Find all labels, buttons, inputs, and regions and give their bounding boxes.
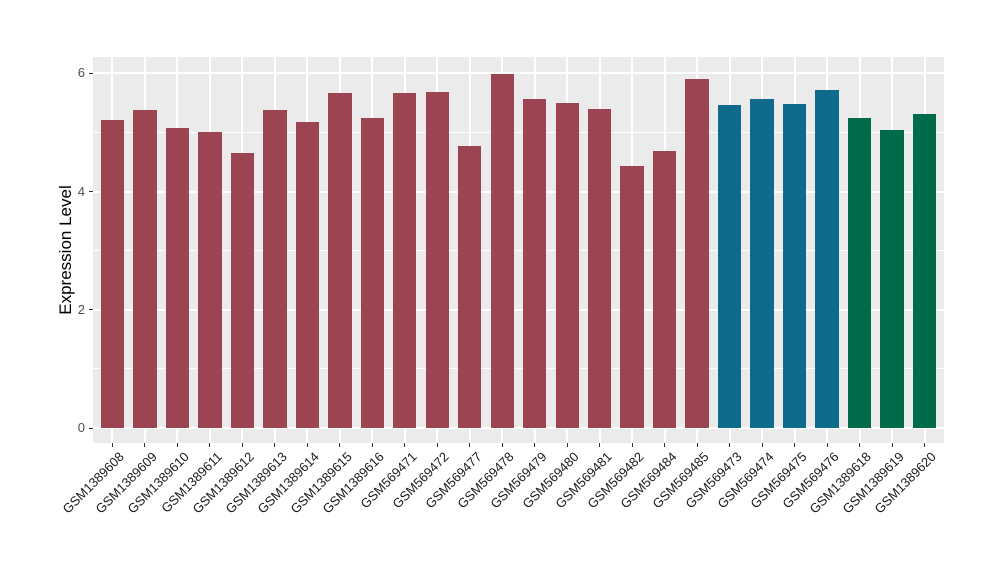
gridline-minor xyxy=(93,250,944,252)
x-tick-mark xyxy=(729,443,731,447)
bar-GSM569477 xyxy=(458,145,482,428)
bar-GSM569473 xyxy=(717,104,742,428)
gridline-minor xyxy=(93,132,944,133)
x-tick-mark xyxy=(274,443,276,447)
y-tick-mark xyxy=(89,427,93,429)
bar-GSM1389612 xyxy=(230,152,255,428)
x-tick-mark xyxy=(826,443,828,447)
y-tick-mark xyxy=(89,309,93,311)
x-tick-mark xyxy=(241,443,243,447)
bar-GSM569471 xyxy=(393,92,417,428)
bar-GSM569480 xyxy=(555,102,579,428)
x-tick-mark xyxy=(306,443,308,447)
x-tick-mark xyxy=(501,443,503,447)
y-tick-label: 0 xyxy=(77,420,85,435)
bar-GSM1389608 xyxy=(100,120,125,428)
bar-GSM569472 xyxy=(425,91,449,428)
x-tick-mark xyxy=(566,443,568,447)
x-tick-mark xyxy=(404,443,406,447)
bar-GSM1389618 xyxy=(847,118,872,428)
bar-GSM1389613 xyxy=(263,110,287,428)
bar-GSM1389614 xyxy=(295,121,320,428)
bar-GSM569476 xyxy=(815,89,839,428)
x-tick-mark xyxy=(631,443,633,447)
bar-GSM569485 xyxy=(685,78,709,428)
x-tick-mark xyxy=(339,443,341,447)
y-tick-label: 2 xyxy=(77,301,85,317)
y-tick-label: 6 xyxy=(77,65,85,81)
x-tick-mark xyxy=(436,443,438,447)
bar-GSM1389616 xyxy=(360,117,385,428)
x-tick-mark xyxy=(696,443,698,447)
x-tick-mark xyxy=(859,443,861,447)
gridline-major xyxy=(93,72,944,75)
bar-GSM569484 xyxy=(652,150,677,428)
y-tick-mark xyxy=(89,72,93,74)
bar-GSM569481 xyxy=(588,108,612,428)
bar-GSM1389610 xyxy=(165,127,190,428)
bar-GSM1389609 xyxy=(133,110,157,428)
gridline-major xyxy=(93,308,944,311)
y-tick-label: 4 xyxy=(77,183,85,199)
y-tick-mark xyxy=(89,191,93,193)
gridline-major xyxy=(93,190,944,193)
bar-GSM1389615 xyxy=(328,93,352,428)
x-tick-mark xyxy=(891,443,893,447)
bar-GSM569479 xyxy=(523,98,547,428)
bar-GSM569478 xyxy=(490,73,514,428)
x-tick-mark xyxy=(209,443,211,447)
x-tick-mark xyxy=(599,443,601,447)
x-tick-mark xyxy=(761,443,763,447)
x-tick-mark xyxy=(794,443,796,447)
x-tick-mark xyxy=(144,443,146,447)
gridline-minor xyxy=(93,368,944,370)
x-tick-mark xyxy=(111,443,113,447)
x-tick-mark xyxy=(664,443,666,447)
bar-GSM1389619 xyxy=(880,130,904,428)
bar-GSM569482 xyxy=(620,166,644,428)
gridline-major xyxy=(93,427,944,429)
x-tick-mark xyxy=(469,443,471,447)
bar-GSM1389620 xyxy=(912,114,937,428)
bar-GSM1389611 xyxy=(198,131,222,428)
x-tick-mark xyxy=(534,443,536,447)
x-tick-mark xyxy=(371,443,373,447)
bar-GSM569475 xyxy=(782,103,807,428)
x-tick-mark xyxy=(176,443,178,447)
x-tick-mark xyxy=(924,443,925,447)
bar-GSM569474 xyxy=(750,98,774,428)
